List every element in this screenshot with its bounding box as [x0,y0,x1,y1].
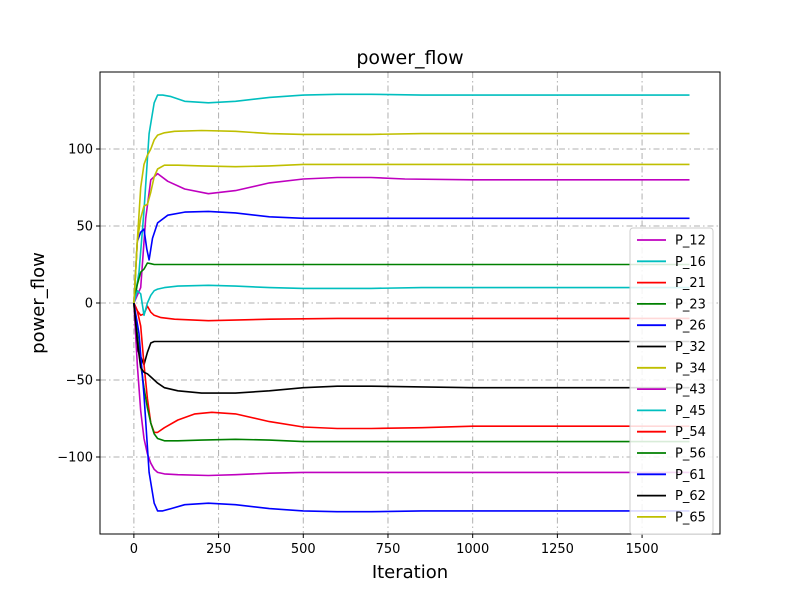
series-line-p-54 [133,302,690,434]
series-line-p-62 [133,302,690,394]
legend-label: P_61 [675,468,706,483]
series-line-p-65 [133,163,690,304]
legend: P_12 P_16 P_21 P_23 P_26 P_32 P_34 P_43 P_45 P_54… [629,227,714,535]
series-lines [133,93,690,513]
x-tick-label: 0 [130,542,138,557]
legend-label: P_23 [675,297,706,312]
legend-label: P_26 [675,319,706,334]
x-tick-label: 1000 [456,542,489,557]
legend-label: P_16 [675,255,706,270]
legend-label: P_65 [675,510,706,525]
grid-lines [100,72,720,534]
legend-label: P_21 [675,276,706,291]
legend-label: P_54 [675,425,706,440]
y-tick-label: −50 [66,374,93,389]
y-tick-label: 50 [76,220,93,235]
series-line-p-45 [133,284,690,317]
legend-label: P_32 [675,340,706,355]
y-axis-title: power_flow [28,252,49,354]
x-tick-label: 1250 [541,542,574,557]
x-tick-label: 250 [206,542,231,557]
series-line-p-34 [133,129,690,304]
x-tick-label: 1500 [626,542,659,557]
series-line-p-26 [133,210,690,304]
x-axis-title: Iteration [372,562,448,583]
y-tick-label: 0 [85,297,93,312]
series-line-p-61 [133,302,690,513]
x-tick-label: 750 [376,542,401,557]
series-line-p-12 [133,172,690,304]
series-line-p-16 [133,93,690,304]
y-tick-label: 100 [68,143,93,158]
legend-label: P_56 [675,447,706,462]
x-tick-label: 500 [291,542,316,557]
series-line-p-23 [133,262,690,304]
axis-ticks: 0 250 500 750 1000 1250 1500 −100 −50 0 50 100 [57,143,658,558]
legend-label: P_62 [675,489,706,504]
series-line-p-21 [133,302,690,322]
legend-label: P_43 [675,383,706,398]
series-line-p-32 [133,302,690,366]
legend-label: P_45 [675,404,706,419]
series-line-p-43 [133,302,690,477]
chart-title: power_flow [356,47,463,69]
legend-label: P_12 [675,234,706,249]
legend-label: P_34 [675,361,706,376]
y-tick-label: −100 [57,451,93,466]
